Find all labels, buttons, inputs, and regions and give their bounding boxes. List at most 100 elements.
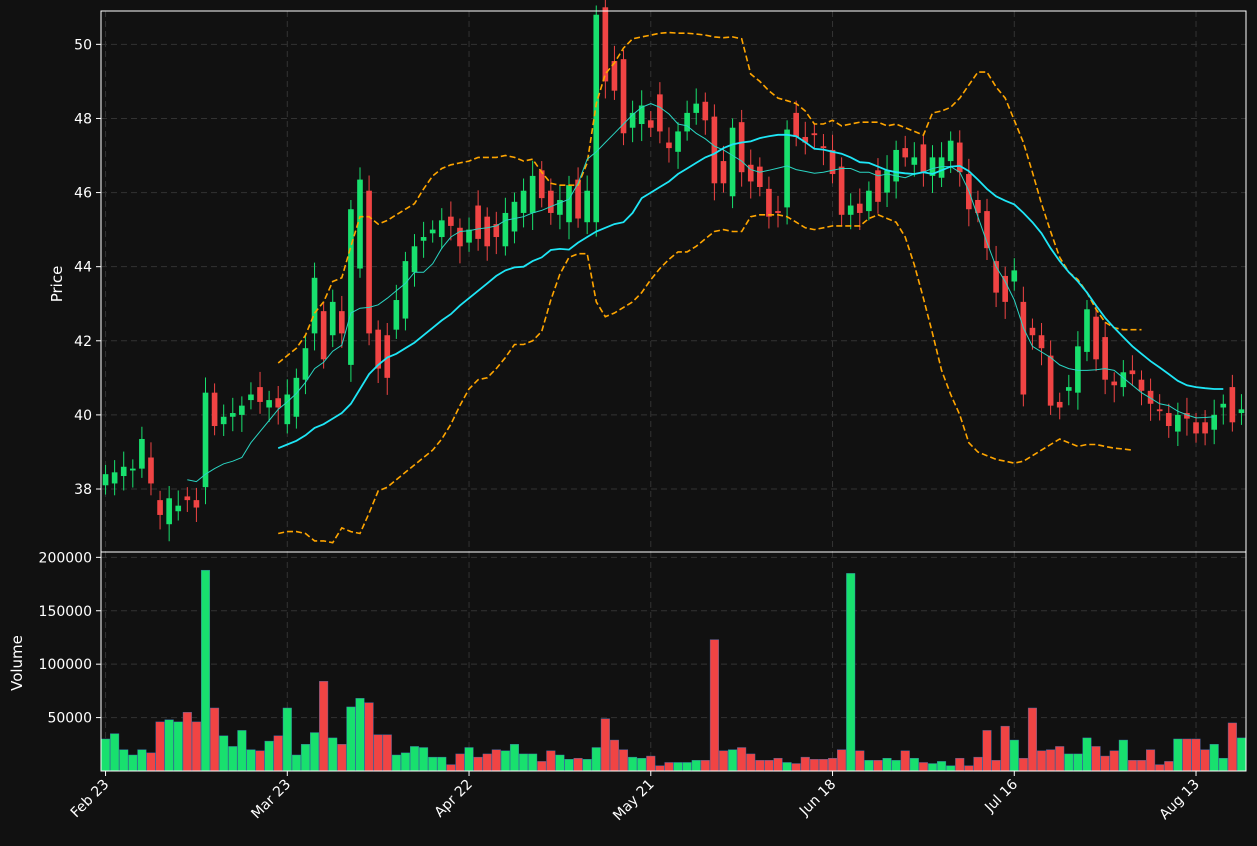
candle <box>148 442 154 496</box>
candle-body <box>1184 413 1190 419</box>
candle-body <box>675 131 681 152</box>
price-tick-label: 38 <box>74 482 92 498</box>
candle <box>1138 370 1145 406</box>
candle <box>747 149 754 199</box>
candle-body <box>620 59 627 134</box>
volume-bar <box>1164 761 1174 772</box>
candle <box>866 181 872 221</box>
candle-body <box>475 205 481 239</box>
candle-body <box>257 387 263 402</box>
candle-body <box>1220 403 1227 408</box>
candle <box>284 379 291 434</box>
volume-bar <box>837 749 847 772</box>
volume-bar <box>455 753 465 772</box>
volume-bar <box>1227 722 1237 772</box>
volume-bar <box>1000 725 1010 772</box>
volume-bar <box>437 756 447 772</box>
volume-bar <box>564 759 574 772</box>
volume-bar <box>646 755 656 772</box>
candle <box>584 175 590 235</box>
candle <box>766 176 772 229</box>
volume-bar <box>682 762 692 772</box>
volume-tick-label: 50000 <box>47 711 92 727</box>
volume-bar <box>1037 750 1047 772</box>
volume-bar <box>1009 739 1019 772</box>
candle-body <box>275 398 282 408</box>
candle <box>802 121 809 155</box>
price-tick-label: 44 <box>74 260 92 276</box>
candle-body <box>975 199 981 213</box>
volume-bar <box>718 750 728 772</box>
candle <box>175 490 182 521</box>
upper-band-line <box>277 31 1142 364</box>
candle-body <box>1165 413 1172 427</box>
candle <box>457 218 463 264</box>
volume-bar <box>746 753 756 772</box>
volume-bar <box>355 698 365 772</box>
volume-tick-label: 100000 <box>39 657 92 673</box>
candle-body <box>239 405 245 415</box>
candle-body <box>1111 381 1118 386</box>
volume-bar <box>164 719 174 772</box>
volume-bar <box>1100 755 1110 772</box>
candle <box>575 167 581 228</box>
candle-body <box>720 161 727 184</box>
volume-bar <box>1055 746 1065 772</box>
price-tick-label: 48 <box>74 111 92 127</box>
candle-body <box>402 261 409 319</box>
volume-bar <box>110 733 120 772</box>
volume-bar <box>982 730 992 772</box>
price-panel: 38 40 42 44 46 48 50 <box>74 0 1247 553</box>
volume-bar <box>691 760 701 772</box>
candle-body <box>520 190 527 213</box>
volume-bar <box>591 747 601 772</box>
candle-body <box>1029 327 1036 336</box>
candle <box>757 157 763 197</box>
volume-bar <box>1027 707 1037 772</box>
candle <box>1229 374 1236 432</box>
volume-bar <box>1082 737 1092 772</box>
candle-body <box>311 277 318 334</box>
candle <box>493 211 500 255</box>
volume-bar <box>228 746 238 772</box>
candle-body <box>984 211 990 249</box>
candle-body <box>920 144 927 173</box>
volume-bar <box>200 569 211 772</box>
volume-bar <box>955 757 965 772</box>
volume-bar <box>155 721 165 772</box>
candle-body <box>884 170 890 193</box>
candle-body <box>139 438 145 469</box>
candle <box>829 134 836 184</box>
volume-bar <box>482 753 492 772</box>
candle <box>329 289 336 348</box>
volume-bar <box>446 764 456 772</box>
volume-bar <box>728 749 738 772</box>
candle-body <box>847 205 854 215</box>
volume-bar <box>428 756 438 772</box>
candle <box>856 188 863 230</box>
volume-bar <box>1118 739 1128 772</box>
volume-bar <box>219 735 229 772</box>
candle-body <box>348 209 354 365</box>
volume-bar <box>373 734 383 772</box>
candle <box>738 109 745 187</box>
candle-body <box>229 413 236 417</box>
candle-body <box>666 142 672 149</box>
volume-bar <box>755 760 765 772</box>
volume-bar <box>655 765 665 772</box>
candle <box>1102 321 1108 395</box>
candle-body <box>757 166 763 188</box>
candle-body <box>1238 409 1245 414</box>
candle <box>184 487 191 512</box>
candle <box>1238 394 1245 425</box>
candle-body <box>166 498 172 525</box>
price-tick-label: 40 <box>74 408 92 424</box>
volume-bar <box>1064 753 1074 772</box>
candle-body <box>120 466 127 477</box>
candle-body <box>693 103 700 113</box>
candle-body <box>302 348 309 380</box>
candle <box>1184 397 1190 436</box>
candle <box>511 192 518 244</box>
candle-body <box>211 392 218 427</box>
candle <box>647 111 654 137</box>
